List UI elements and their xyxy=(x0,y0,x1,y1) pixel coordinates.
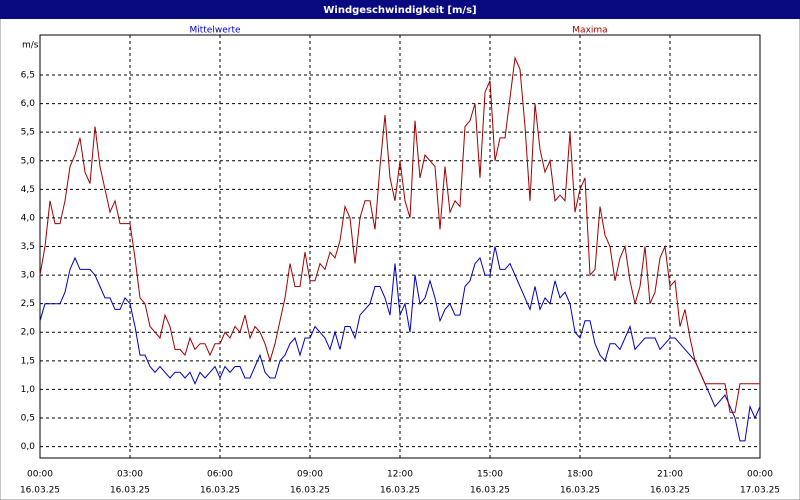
y-tick-label: 1,5 xyxy=(21,356,35,366)
x-tick-date: 16.03.25 xyxy=(380,486,420,496)
x-tick-label: 03:00 xyxy=(117,470,143,480)
x-tick-label: 12:00 xyxy=(387,470,413,480)
x-tick-date: 16.03.25 xyxy=(20,486,60,496)
x-tick-label: 06:00 xyxy=(207,470,233,480)
y-tick-label: 3,0 xyxy=(21,271,36,281)
x-tick-date: 16.03.25 xyxy=(200,486,240,496)
x-tick-label: 21:00 xyxy=(657,470,683,480)
y-tick-label: 0,5 xyxy=(21,413,35,423)
y-tick-label: 5,0 xyxy=(21,156,36,166)
x-tick-date: 16.03.25 xyxy=(290,486,330,496)
title-bar xyxy=(0,0,800,19)
x-tick-date: 16.03.25 xyxy=(470,486,510,496)
x-tick-date: 17.03.25 xyxy=(740,486,780,496)
legend-label: Maxima xyxy=(572,26,607,36)
y-tick-label: 0,0 xyxy=(21,442,36,452)
y-tick-label: 6,5 xyxy=(21,71,35,81)
x-tick-label: 09:00 xyxy=(297,470,323,480)
x-tick-label: 00:00 xyxy=(747,470,773,480)
series-line xyxy=(39,56,760,413)
y-tick-label: 5,5 xyxy=(21,128,35,138)
y-tick-label: 4,0 xyxy=(21,213,36,223)
y-tick-label: 3,5 xyxy=(21,242,35,252)
x-tick-label: 00:00 xyxy=(27,470,53,480)
x-tick-date: 16.03.25 xyxy=(560,486,600,496)
y-tick-label: 6,0 xyxy=(21,99,36,109)
y-tick-label: 2,0 xyxy=(21,328,36,338)
x-tick-date: 16.03.25 xyxy=(110,486,150,496)
y-tick-label: 1,0 xyxy=(21,385,36,395)
y-tick-label: 4,5 xyxy=(21,185,35,195)
y-axis-label: m/s xyxy=(22,41,39,51)
x-tick-date: 16.03.25 xyxy=(650,486,690,496)
chart-title: Windgeschwindigkeit [m/s] xyxy=(323,5,476,16)
series-line xyxy=(39,246,761,442)
x-tick-label: 18:00 xyxy=(567,470,593,480)
x-tick-label: 15:00 xyxy=(477,470,503,480)
plot-frame xyxy=(39,34,761,459)
legend-label: Mittelwerte xyxy=(189,26,240,36)
y-tick-label: 2,5 xyxy=(21,299,35,309)
